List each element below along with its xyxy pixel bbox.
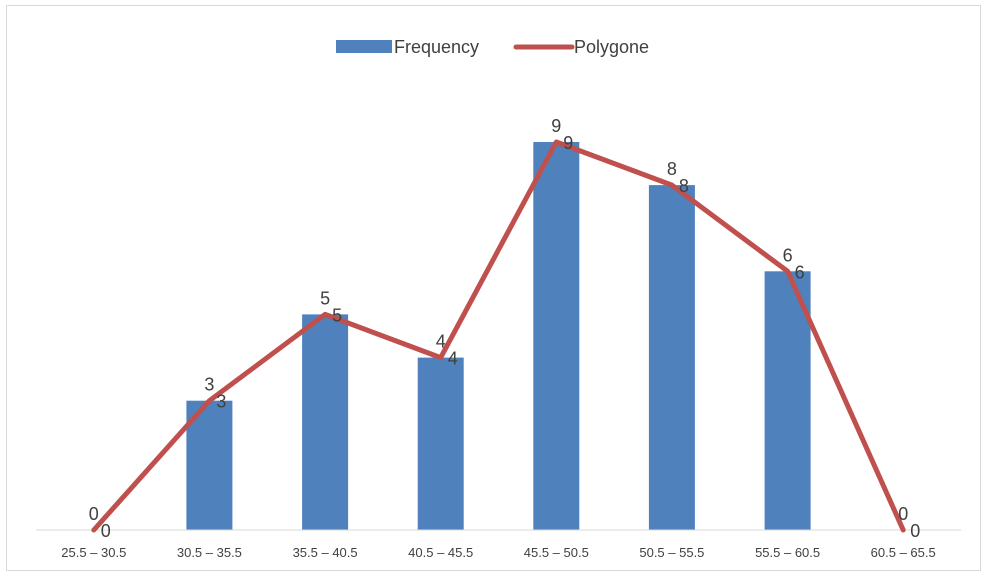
bar-4: [417, 357, 464, 530]
bar-label-6: 8: [667, 159, 677, 179]
bar-label-4: 4: [436, 332, 446, 352]
bar-label-3: 5: [320, 288, 330, 308]
bar-2: [186, 400, 233, 530]
polygon-label-5: 9: [563, 133, 573, 153]
polygon-line-layer: [91, 139, 906, 533]
legend-swatch-frequency: [336, 40, 392, 53]
bars-layer: [186, 142, 811, 530]
bar-label-2: 3: [204, 375, 214, 395]
bar-label-1: 0: [89, 504, 99, 524]
bar-7: [764, 271, 811, 530]
x-tick-label-5: 45.5 – 50.5: [524, 545, 589, 560]
x-tick-labels: 25.5 – 30.5 30.5 – 35.5 35.5 – 40.5 40.5 – …: [61, 545, 935, 560]
legend-label-frequency: Frequency: [394, 37, 479, 57]
bar-label-5: 9: [551, 116, 561, 136]
legend: Frequency Polygone: [336, 37, 649, 57]
polygon-label-2: 3: [216, 392, 226, 412]
bar-3: [302, 314, 349, 530]
x-tick-label-2: 30.5 – 35.5: [177, 545, 242, 560]
bar-label-8: 0: [898, 504, 908, 524]
polygon-label-4: 4: [448, 349, 458, 369]
x-tick-label-3: 35.5 – 40.5: [293, 545, 358, 560]
bar-label-7: 6: [783, 245, 793, 265]
x-tick-label-6: 50.5 – 55.5: [639, 545, 704, 560]
polygon-label-7: 6: [795, 262, 805, 282]
x-tick-label-4: 40.5 – 45.5: [408, 545, 473, 560]
polygon-label-3: 5: [332, 305, 342, 325]
x-tick-label-8: 60.5 – 65.5: [871, 545, 936, 560]
polygon-line: [91, 139, 906, 533]
bar-5: [533, 142, 580, 530]
polygon-label-1: 0: [101, 521, 111, 541]
polygon-label-8: 0: [910, 521, 920, 541]
legend-label-polygone: Polygone: [574, 37, 649, 57]
x-tick-label-1: 25.5 – 30.5: [61, 545, 126, 560]
bar-6: [648, 185, 695, 530]
chart-area: [6, 5, 981, 571]
x-tick-label-7: 55.5 – 60.5: [755, 545, 820, 560]
polygon-label-6: 8: [679, 176, 689, 196]
